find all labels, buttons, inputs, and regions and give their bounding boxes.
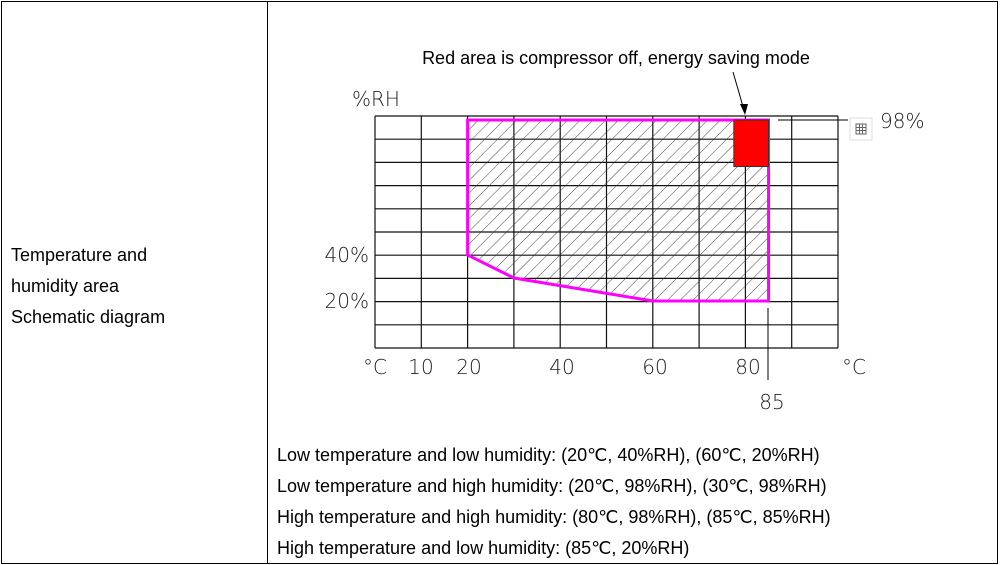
arrowhead-icon [740, 104, 748, 115]
x-tick-40: 40 [549, 355, 574, 379]
x-tick-unit-left: °C [363, 355, 387, 379]
y-tick-98: 98% [880, 109, 924, 133]
x-tick-85: 85 [759, 390, 784, 414]
y-axis-label: %RH [352, 87, 400, 111]
note-line: High temperature and high humidity: (80℃… [277, 507, 831, 527]
note-line: High temperature and low humidity: (85℃,… [277, 538, 690, 558]
note-line: Low temperature and low humidity: (20℃, … [277, 445, 820, 465]
operating-region [466, 118, 771, 303]
y-tick-40: 40% [325, 243, 369, 267]
x-tick-10: 10 [408, 355, 433, 379]
row-label-line: Schematic diagram [11, 307, 166, 327]
energy-saving-region [733, 119, 770, 168]
x-tick-80: 80 [735, 355, 760, 379]
row-label: Temperature and humidity area Schematic … [11, 240, 165, 333]
row-label-line: Temperature and [11, 245, 148, 265]
range-notes: Low temperature and low humidity: (20℃, … [277, 440, 831, 564]
annotation-text: Red area is compressor off, energy savin… [422, 48, 810, 68]
x-tick-60: 60 [642, 355, 667, 379]
x-tick-unit-right: °C [842, 355, 866, 379]
column-divider [267, 2, 268, 563]
y-tick-20: 20% [325, 289, 369, 313]
annotation-leader [732, 71, 745, 111]
table-icon[interactable] [849, 117, 873, 141]
note-line: Low temperature and high humidity: (20℃,… [277, 476, 827, 496]
temperature-humidity-diagram: Red area is compressor off, energy savin… [325, 48, 925, 414]
row-label-line: humidity area [11, 276, 120, 296]
x-tick-20: 20 [456, 355, 481, 379]
